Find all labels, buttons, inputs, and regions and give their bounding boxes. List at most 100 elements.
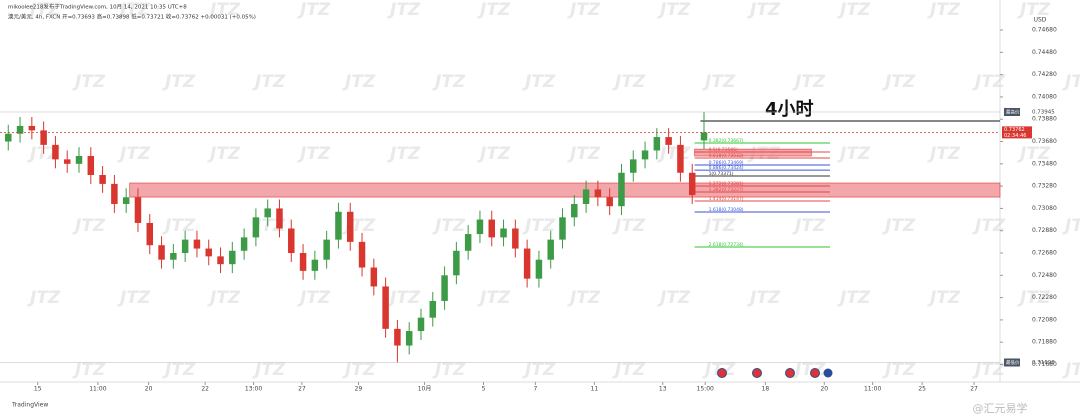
candle-body bbox=[181, 239, 189, 254]
tag-name: 最高价 bbox=[1006, 108, 1020, 115]
candle-body bbox=[688, 172, 696, 196]
candle-body bbox=[75, 156, 83, 164]
candle-body bbox=[571, 203, 578, 218]
candle-body bbox=[311, 259, 319, 271]
watermark: JTZ bbox=[1062, 360, 1080, 380]
candle-body bbox=[559, 217, 566, 240]
candle-body bbox=[582, 189, 590, 204]
watermark: JTZ bbox=[297, 288, 331, 308]
last-price-label: 0.73762 bbox=[1004, 127, 1025, 133]
level-label: 0.786(0.73469) bbox=[709, 160, 744, 166]
candle-body bbox=[653, 137, 661, 151]
watermark: JTZ bbox=[432, 360, 466, 380]
y-tick-label: 0.71680 bbox=[1032, 361, 1057, 368]
watermark: JTZ bbox=[387, 144, 421, 164]
candle-body bbox=[99, 174, 106, 184]
zone bbox=[694, 148, 812, 157]
watermark: JTZ bbox=[162, 360, 196, 380]
tag-value: 0.73945 bbox=[1032, 109, 1055, 115]
x-tick-label: 11:00 bbox=[89, 386, 106, 393]
candle-body bbox=[134, 197, 142, 223]
y-tick-label: 0.72480 bbox=[1032, 272, 1057, 279]
watermark: JTZ bbox=[72, 216, 106, 236]
watermark: JTZ bbox=[297, 0, 331, 20]
candle-body bbox=[193, 239, 201, 249]
x-tick-label: 11:00 bbox=[864, 386, 881, 393]
candle-body bbox=[370, 267, 378, 287]
countdown: 02:34:46 bbox=[1004, 133, 1026, 139]
watermark: JTZ bbox=[882, 360, 916, 380]
y-tick-label: 0.73480 bbox=[1032, 160, 1057, 167]
watermark: JTZ bbox=[477, 0, 511, 20]
watermark: JTZ bbox=[747, 288, 781, 308]
candle-body bbox=[16, 125, 24, 134]
watermark: JTZ bbox=[972, 72, 1006, 92]
watermark: JTZ bbox=[1017, 0, 1051, 20]
candle-body bbox=[382, 286, 389, 329]
candle-body bbox=[405, 331, 413, 346]
candle-body bbox=[111, 183, 118, 204]
y-tick-label: 0.73280 bbox=[1032, 183, 1057, 190]
y-tick-label: 0.72680 bbox=[1032, 250, 1057, 257]
watermark: JTZ bbox=[522, 216, 556, 236]
candle-body bbox=[229, 250, 236, 265]
watermark: JTZ bbox=[342, 360, 376, 380]
watermark: JTZ bbox=[72, 72, 106, 92]
watermark: JTZ bbox=[927, 0, 961, 20]
x-tick-label: 15 bbox=[34, 386, 42, 393]
candle-body bbox=[288, 228, 295, 254]
candle-body bbox=[158, 245, 165, 260]
watermark: JTZ bbox=[477, 144, 511, 164]
candle-body bbox=[87, 156, 95, 175]
candle-body bbox=[453, 250, 460, 276]
candle-body bbox=[464, 234, 472, 251]
watermark: JTZ bbox=[387, 288, 421, 308]
watermark: JTZ bbox=[117, 144, 151, 164]
watermark: JTZ bbox=[27, 0, 61, 20]
x-tick-label: 27 bbox=[970, 386, 978, 393]
chart-title: mikoolee218发布于TradingView.com, 10月 14, 2… bbox=[8, 3, 187, 11]
candle-body bbox=[500, 228, 507, 238]
y-tick-label: 0.74280 bbox=[1032, 71, 1057, 78]
candle-body bbox=[630, 159, 637, 173]
watermark: JTZ bbox=[882, 216, 916, 236]
x-tick-label: 11 bbox=[591, 386, 599, 393]
watermark: JTZ bbox=[72, 360, 106, 380]
level-label: 1.272(0.73281) bbox=[709, 181, 744, 187]
level-label: 2.618(0.72734) bbox=[709, 242, 744, 248]
chart-subtitle: 澳元/美元, 4h, FXCN 开=0.73693 高=0.73898 低=0.… bbox=[8, 13, 256, 21]
candle-body bbox=[299, 253, 307, 271]
currency: USD bbox=[1034, 17, 1047, 24]
watermark: JTZ bbox=[207, 288, 241, 308]
candle-body bbox=[594, 189, 602, 198]
candle-body bbox=[417, 317, 425, 332]
watermark: JTZ bbox=[612, 72, 646, 92]
candle-body bbox=[618, 172, 625, 207]
candle-body bbox=[512, 228, 519, 249]
watermark: JTZ bbox=[837, 0, 871, 20]
watermark: JTZ bbox=[837, 144, 871, 164]
candle-body bbox=[63, 159, 71, 164]
watermark: JTZ bbox=[792, 72, 826, 92]
annotation: 4小时 bbox=[765, 99, 814, 120]
watermark: JTZ bbox=[927, 288, 961, 308]
brand: TradingView bbox=[11, 402, 48, 409]
tag-value: 0.71698 bbox=[1032, 360, 1055, 366]
level-label: 1.382(0.73227) bbox=[709, 187, 744, 193]
watermark: JTZ bbox=[207, 0, 241, 20]
watermark: JTZ bbox=[522, 360, 556, 380]
event-flags bbox=[717, 368, 833, 378]
x-tick-label: 20 bbox=[820, 386, 828, 393]
watermark: JTZ bbox=[657, 144, 691, 164]
level-label: 1(0.73371) bbox=[709, 171, 734, 177]
tag-box bbox=[1004, 358, 1020, 367]
watermark: JTZ bbox=[567, 144, 601, 164]
zone bbox=[129, 182, 1001, 198]
watermark: JTZ bbox=[1017, 144, 1051, 164]
candle-body bbox=[5, 133, 12, 142]
y-tick-label: 0.73080 bbox=[1032, 205, 1057, 212]
candle-body bbox=[240, 237, 248, 251]
footer: @汇元易学 bbox=[973, 401, 1028, 415]
candle-body bbox=[358, 241, 366, 268]
